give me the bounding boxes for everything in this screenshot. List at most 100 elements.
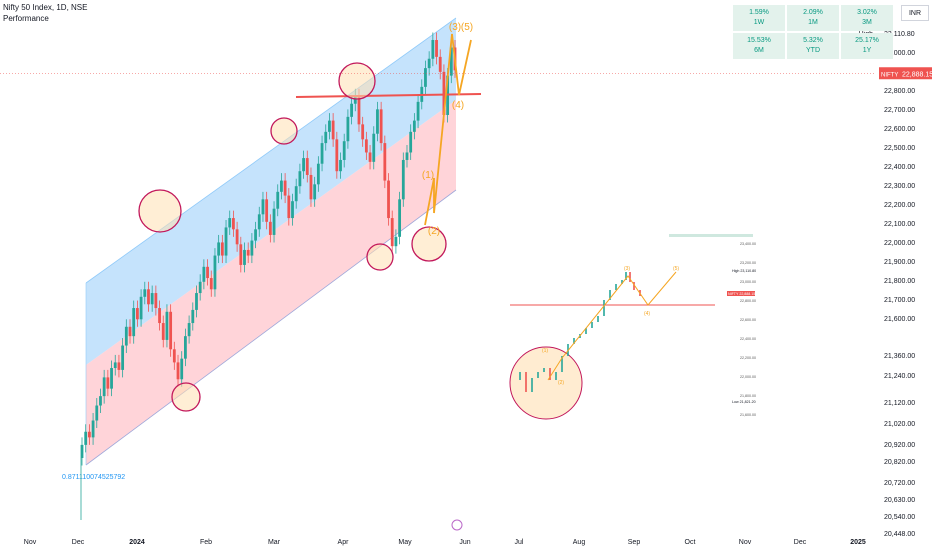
channel-upper-band: [86, 18, 456, 365]
y-tick-label: 22,800.00: [884, 88, 915, 95]
y-tick-label: 22,300.00: [884, 183, 915, 190]
candle-body: [368, 152, 372, 162]
candle-body: [87, 431, 91, 438]
y-tick-label: 22,700.00: [884, 107, 915, 114]
inset-wave-label: (5): [673, 266, 679, 272]
y-tick-label: 21,020.00: [884, 421, 915, 428]
y-tick-label: 22,600.00: [884, 126, 915, 133]
wave-path: [424, 33, 472, 226]
y-tick-label: 21,700.00: [884, 297, 915, 304]
candle-body: [250, 240, 254, 256]
candle-body: [294, 186, 298, 202]
candle-body: [128, 326, 132, 337]
wave-label: (3): [449, 22, 461, 33]
y-tick-label: 22,000.00: [884, 240, 915, 247]
candle-body: [113, 362, 117, 369]
inset-y-label: 22,200.00: [740, 356, 756, 360]
candle-body: [243, 249, 246, 265]
y-tick-label: 21,800.00: [884, 278, 915, 285]
candle-body: [283, 180, 287, 196]
candle-body: [335, 139, 339, 172]
candle-body: [442, 71, 446, 115]
candle-body: [394, 236, 398, 247]
candle-body: [298, 171, 302, 187]
symbol-label: NIFTY: [881, 72, 898, 78]
candle-body: [449, 47, 453, 76]
candle-body: [427, 58, 431, 69]
candle-body: [172, 349, 176, 363]
y-tick-label: 20,630.00: [884, 497, 915, 504]
candle-body: [316, 163, 320, 185]
candle-body: [195, 293, 198, 310]
candle-body: [80, 444, 84, 458]
x-tick-label: May: [398, 539, 412, 546]
highlight-circle: [366, 243, 394, 271]
channel-bottom-line: [85, 189, 457, 466]
y-tick-label: 21,240.00: [884, 373, 915, 380]
inset-chart: (1) (2) (3) (4) (5) 23,400.00 23,200.00 23,000.…: [509, 232, 758, 427]
inset-wave-label: (2): [558, 380, 564, 386]
candle-body: [110, 368, 113, 389]
candle-body: [154, 293, 158, 309]
inset-last-tag: [727, 291, 755, 296]
candle-body: [390, 218, 394, 247]
candle-body: [184, 336, 187, 359]
inset-last-value: NIFTY 22,888.15: [728, 292, 755, 296]
inset-y-label: 22,000.00: [740, 375, 756, 379]
y-tick-label: 21,120.00: [884, 400, 915, 407]
x-tick-label: Apr: [338, 539, 350, 546]
candle-body: [309, 174, 313, 200]
inset-y-label: 22,600.00: [740, 318, 756, 322]
candle-body: [431, 40, 435, 59]
candle-body: [224, 227, 228, 256]
candle-body: [331, 120, 335, 140]
candle-body: [424, 68, 427, 87]
channel-top-line: [85, 17, 457, 284]
candle-body: [169, 311, 173, 350]
candle-body: [361, 124, 365, 140]
candle-body: [324, 131, 328, 144]
performance-table: 1.59% 1W 2.09% 1M 3.02% 3M 15.53% 6M 5.32% YT…: [733, 5, 893, 59]
indicator-label[interactable]: Performance: [3, 14, 49, 23]
candle-body: [161, 323, 165, 340]
candle-body: [387, 180, 390, 219]
candle-body: [106, 377, 110, 389]
inset-y-label: 23,400.00: [740, 242, 756, 246]
candle-body: [191, 309, 195, 324]
perf-cell: 3.02% 3M: [841, 5, 893, 31]
candle-body: [398, 199, 402, 237]
chart-title: Nifty 50 Index, 1D, NSE: [3, 3, 88, 12]
candle-body: [91, 420, 95, 438]
x-tick-label: Jun: [459, 539, 470, 546]
candle-body: [438, 56, 442, 72]
candle-body: [350, 103, 353, 117]
candle-body: [228, 218, 232, 228]
highlight-circle: [171, 382, 201, 412]
candle-body: [147, 289, 150, 305]
highlight-circle: [338, 62, 376, 100]
inset-y-label: 23,200.00: [740, 261, 756, 265]
inset-low-label: Low 21,821.20: [732, 400, 756, 404]
highlight-circles: [138, 62, 447, 412]
candle-body: [206, 266, 209, 279]
y-tick-label: 20,720.00: [884, 480, 915, 487]
candle-body: [165, 311, 169, 340]
inset-y-label: 21,600.00: [740, 413, 756, 417]
highlight-circle: [270, 117, 298, 145]
inset-highlight-circle: [509, 346, 583, 420]
perf-cell: 1.59% 1W: [733, 5, 785, 31]
x-tick-label: Mar: [268, 539, 281, 546]
symbol-tag: [879, 67, 901, 80]
candle-body: [84, 431, 88, 445]
candle-body: [99, 396, 102, 406]
candle-body: [287, 195, 291, 219]
candle-body: [209, 278, 213, 290]
candle-body: [95, 405, 99, 421]
candle-body: [150, 293, 154, 305]
currency-button[interactable]: INR: [901, 5, 929, 21]
candle-body: [246, 249, 250, 256]
inset-high-label: High 23,110.80: [732, 269, 756, 273]
candle-body: [220, 242, 224, 256]
candle-body: [198, 281, 202, 294]
